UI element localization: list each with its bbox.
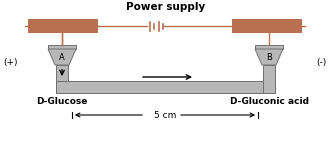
Text: 5 cm: 5 cm xyxy=(154,110,176,119)
Polygon shape xyxy=(255,49,283,65)
Bar xyxy=(263,65,275,93)
Text: Power supply: Power supply xyxy=(126,2,205,12)
Text: B: B xyxy=(266,52,272,62)
Bar xyxy=(255,45,283,49)
Bar xyxy=(232,19,302,33)
Text: (+): (+) xyxy=(3,58,17,67)
Polygon shape xyxy=(48,49,76,65)
Text: (-): (-) xyxy=(316,58,326,67)
Bar xyxy=(28,19,98,33)
Text: D-Glucose: D-Glucose xyxy=(36,97,88,106)
Bar xyxy=(48,45,76,49)
Bar xyxy=(56,65,68,93)
Text: D-Gluconic acid: D-Gluconic acid xyxy=(229,97,308,106)
Text: A: A xyxy=(59,52,65,62)
Bar xyxy=(56,81,275,93)
